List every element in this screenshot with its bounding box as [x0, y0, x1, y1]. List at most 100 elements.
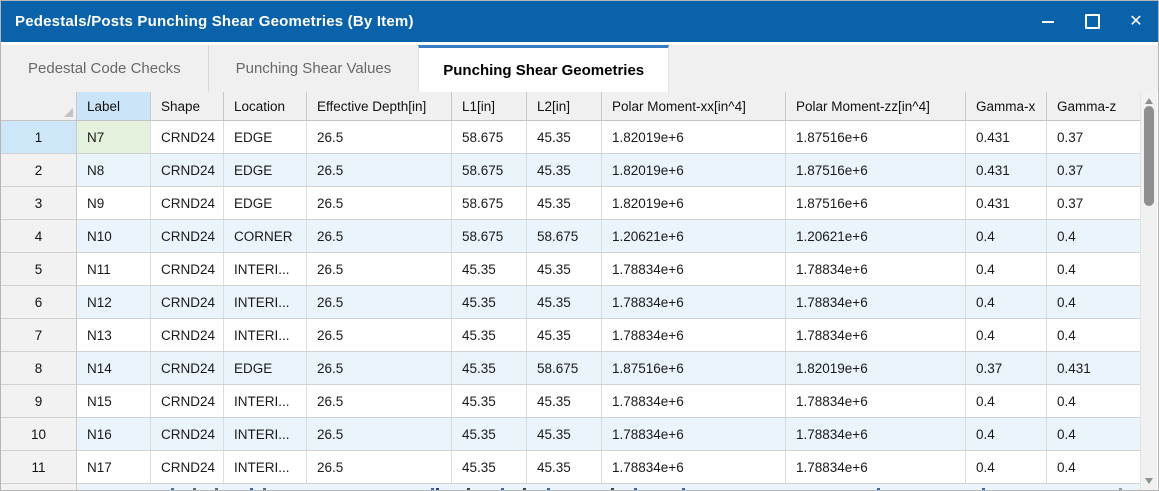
cell-l1[interactable]: 58.675: [452, 154, 527, 186]
col-header-gz[interactable]: Gamma-z: [1047, 92, 1141, 120]
cell-l1[interactable]: 45.35: [452, 418, 527, 450]
cell-gx[interactable]: 0.4: [966, 319, 1047, 351]
col-header-pmzz[interactable]: Polar Moment-zz[in^4]: [786, 92, 966, 120]
row-header[interactable]: 7: [1, 319, 77, 351]
cell-l1[interactable]: 45.35: [452, 451, 527, 483]
cell-label[interactable]: N13: [77, 319, 151, 351]
tab-pedestal-code-checks[interactable]: Pedestal Code Checks: [1, 45, 208, 92]
select-all-corner[interactable]: [1, 92, 77, 120]
cell-pmxx[interactable]: 1.78834e+6: [602, 319, 786, 351]
cell-shape[interactable]: CRND24: [151, 121, 224, 153]
cell-location[interactable]: CORNER: [224, 220, 307, 252]
cell-gx[interactable]: 0.4: [966, 385, 1047, 417]
cell-shape[interactable]: CRND24: [151, 352, 224, 384]
cell-depth[interactable]: 26.5: [307, 385, 452, 417]
col-header-shape[interactable]: Shape: [151, 92, 224, 120]
cell-gx[interactable]: 0.431: [966, 121, 1047, 153]
cell-location[interactable]: EDGE: [224, 352, 307, 384]
row-header[interactable]: 6: [1, 286, 77, 318]
cell-l1[interactable]: 58.675: [452, 121, 527, 153]
cell-location[interactable]: INTERI...: [224, 286, 307, 318]
cell-shape[interactable]: CRND24: [151, 253, 224, 285]
cell-gx[interactable]: 0.431: [966, 154, 1047, 186]
cell-gx[interactable]: 0.4: [966, 451, 1047, 483]
row-header[interactable]: 11: [1, 451, 77, 483]
col-header-label[interactable]: Label: [77, 92, 151, 120]
tab-punching-shear-values[interactable]: Punching Shear Values: [207, 45, 419, 92]
row-header[interactable]: 4: [1, 220, 77, 252]
col-header-depth[interactable]: Effective Depth[in]: [307, 92, 452, 120]
col-header-location[interactable]: Location: [224, 92, 307, 120]
cell-shape[interactable]: CRND24: [151, 451, 224, 483]
cell-pmxx[interactable]: 1.78834e+6: [602, 451, 786, 483]
cell-depth[interactable]: 26.5: [307, 286, 452, 318]
cell-pmxx[interactable]: 1.78834e+6: [602, 253, 786, 285]
cell-gz[interactable]: 0.4: [1047, 385, 1141, 417]
cell-depth[interactable]: 26.5: [307, 121, 452, 153]
scroll-up-button[interactable]: [1141, 93, 1157, 109]
row-header[interactable]: 3: [1, 187, 77, 219]
cell-depth[interactable]: 26.5: [307, 418, 452, 450]
cell-shape[interactable]: CRND24: [151, 418, 224, 450]
row-header[interactable]: 9: [1, 385, 77, 417]
cell-pmzz[interactable]: 1.78834e+6: [786, 385, 966, 417]
cell-depth[interactable]: 26.5: [307, 352, 452, 384]
cell-pmxx[interactable]: 1.82019e+6: [602, 187, 786, 219]
cell-l2[interactable]: 45.35: [527, 319, 602, 351]
cell-pmzz[interactable]: 1.20621e+6: [786, 220, 966, 252]
cell-pmzz[interactable]: 1.78834e+6: [786, 418, 966, 450]
cell-label[interactable]: N8: [77, 154, 151, 186]
cell-pmzz[interactable]: 1.82019e+6: [786, 352, 966, 384]
cell-pmxx[interactable]: 1.82019e+6: [602, 154, 786, 186]
col-header-pmxx[interactable]: Polar Moment-xx[in^4]: [602, 92, 786, 120]
tab-punching-shear-geometries[interactable]: Punching Shear Geometries: [418, 45, 670, 92]
cell-label[interactable]: N11: [77, 253, 151, 285]
cell-shape[interactable]: CRND24: [151, 385, 224, 417]
cell-l1[interactable]: 45.35: [452, 286, 527, 318]
cell-gz[interactable]: 0.4: [1047, 253, 1141, 285]
cell-gz[interactable]: 0.4: [1047, 319, 1141, 351]
cell-l2[interactable]: 45.35: [527, 385, 602, 417]
close-button[interactable]: ✕: [1114, 1, 1158, 42]
cell-gx[interactable]: 0.4: [966, 220, 1047, 252]
cell-location[interactable]: EDGE: [224, 187, 307, 219]
cell-label[interactable]: N14: [77, 352, 151, 384]
col-header-gx[interactable]: Gamma-x: [966, 92, 1047, 120]
cell-gz[interactable]: 0.4: [1047, 286, 1141, 318]
cell-pmzz[interactable]: 1.78834e+6: [786, 286, 966, 318]
cell-location[interactable]: EDGE: [224, 154, 307, 186]
cell-location[interactable]: INTERI...: [224, 418, 307, 450]
cell-depth[interactable]: 26.5: [307, 451, 452, 483]
cell-pmzz[interactable]: 1.87516e+6: [786, 154, 966, 186]
cell-l1[interactable]: 45.35: [452, 253, 527, 285]
cell-depth[interactable]: 26.5: [307, 253, 452, 285]
cell-shape[interactable]: CRND24: [151, 154, 224, 186]
cell-depth[interactable]: 26.5: [307, 319, 452, 351]
cell-location[interactable]: INTERI...: [224, 451, 307, 483]
cell-location[interactable]: EDGE: [224, 121, 307, 153]
cell-pmzz[interactable]: 1.87516e+6: [786, 187, 966, 219]
cell-shape[interactable]: CRND24: [151, 220, 224, 252]
cell-pmzz[interactable]: 1.87516e+6: [786, 121, 966, 153]
cell-pmxx[interactable]: 1.78834e+6: [602, 286, 786, 318]
scrollbar-thumb[interactable]: [1144, 106, 1154, 206]
cell-gz[interactable]: 0.4: [1047, 418, 1141, 450]
scroll-down-button[interactable]: [1141, 473, 1157, 489]
cell-l1[interactable]: 58.675: [452, 187, 527, 219]
row-header[interactable]: 8: [1, 352, 77, 384]
cell-gx[interactable]: 0.431: [966, 187, 1047, 219]
cell-gz[interactable]: 0.4: [1047, 451, 1141, 483]
cell-l1[interactable]: 45.35: [452, 352, 527, 384]
cell-location[interactable]: INTERI...: [224, 319, 307, 351]
cell-depth[interactable]: 26.5: [307, 220, 452, 252]
cell-shape[interactable]: CRND24: [151, 187, 224, 219]
cell-l2[interactable]: 45.35: [527, 154, 602, 186]
cell-label[interactable]: N17: [77, 451, 151, 483]
cell-label[interactable]: N15: [77, 385, 151, 417]
cell-l2[interactable]: 58.675: [527, 220, 602, 252]
cell-l2[interactable]: 45.35: [527, 451, 602, 483]
cell-l1[interactable]: 45.35: [452, 385, 527, 417]
cell-gx[interactable]: 0.4: [966, 286, 1047, 318]
cell-gz[interactable]: 0.37: [1047, 121, 1141, 153]
cell-shape[interactable]: CRND24: [151, 286, 224, 318]
